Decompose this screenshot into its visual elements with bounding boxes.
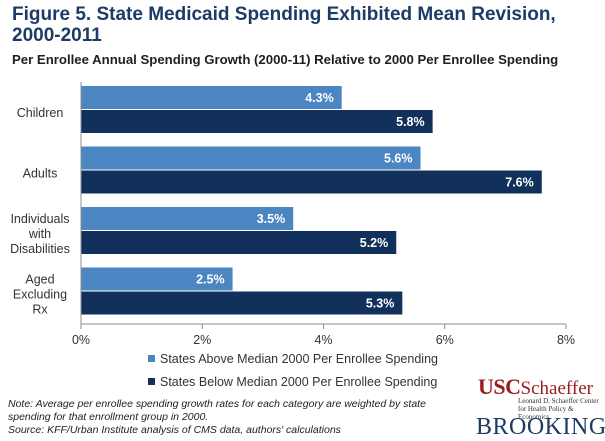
data-label-0-1: 5.6%	[384, 152, 413, 166]
note-text: Note: Average per enrollee spending grow…	[8, 398, 426, 423]
legend-label-below: States Below Median 2000 Per Enrollee Sp…	[160, 375, 438, 389]
bar-0-3	[81, 267, 233, 291]
legend-item-above-median: States Above Median 2000 Per Enrollee Sp…	[148, 352, 438, 366]
legend-item-below-median: States Below Median 2000 Per Enrollee Sp…	[148, 375, 437, 389]
data-label-0-2: 3.5%	[257, 212, 286, 226]
category-label-1-0: Adults	[23, 166, 58, 180]
x-tick-label-0: 0%	[72, 333, 90, 345]
bar-chart: 4.3% 5.8% Children 5.6% 7.6% Adults 3.5% 5.2% In…	[10, 82, 575, 345]
data-label-1-2: 5.2%	[360, 236, 389, 250]
category-label-2-1: with	[28, 227, 51, 241]
legend-swatch-above	[148, 355, 155, 362]
category-label-0-0: Children	[17, 106, 64, 120]
legend-swatch-below	[148, 378, 155, 385]
schaeffer-subtitle: Leonard D. Schaeffer Center for Health P…	[518, 397, 604, 421]
chart-subtitle: Per Enrollee Annual Spending Growth (200…	[12, 52, 559, 67]
usc-schaeffer-logo: USCSchaeffer	[478, 374, 593, 400]
chart-title: Figure 5. State Medicaid Spending Exhibi…	[12, 4, 556, 46]
x-tick-label-1: 2%	[193, 333, 211, 345]
data-label-0-3: 2.5%	[196, 273, 225, 287]
schaeffer-wordmark: Schaeffer	[520, 378, 593, 399]
data-label-1-3: 5.3%	[366, 297, 395, 311]
data-label-1-1: 7.6%	[505, 176, 534, 190]
bar-1-1	[81, 170, 542, 194]
data-label-1-0: 5.8%	[396, 115, 425, 129]
bar-1-0	[81, 110, 433, 133]
category-label-3-2: Rx	[32, 302, 48, 316]
bar-0-0	[81, 86, 342, 109]
bar-0-1	[81, 146, 421, 170]
x-tick-label-4: 8%	[557, 333, 575, 345]
category-label-2-2: Disabilities	[10, 242, 70, 256]
schaeffer-subtitle-line-1: Leonard D. Schaeffer Center	[518, 397, 599, 405]
category-label-3-0: Aged	[25, 272, 54, 286]
brookings-logo: BROOKINGS	[476, 414, 605, 440]
category-label-3-1: Excluding	[13, 287, 67, 301]
source-text: Source: KFF/Urban Institute analysis of …	[8, 424, 341, 436]
category-label-2-0: Individuals	[10, 212, 69, 226]
x-tick-label-3: 6%	[436, 333, 454, 345]
x-tick-label-2: 4%	[314, 333, 332, 345]
data-label-0-0: 4.3%	[305, 91, 334, 105]
bar-1-2	[81, 231, 397, 254]
usc-wordmark: USC	[478, 374, 521, 399]
footnote: Note: Average per enrollee spending grow…	[8, 398, 453, 437]
legend-label-above: States Above Median 2000 Per Enrollee Sp…	[160, 352, 438, 366]
schaeffer-subtitle-line-2: for Health Policy & Economics	[518, 405, 574, 421]
bar-1-3	[81, 291, 403, 315]
bar-0-2	[81, 207, 294, 230]
